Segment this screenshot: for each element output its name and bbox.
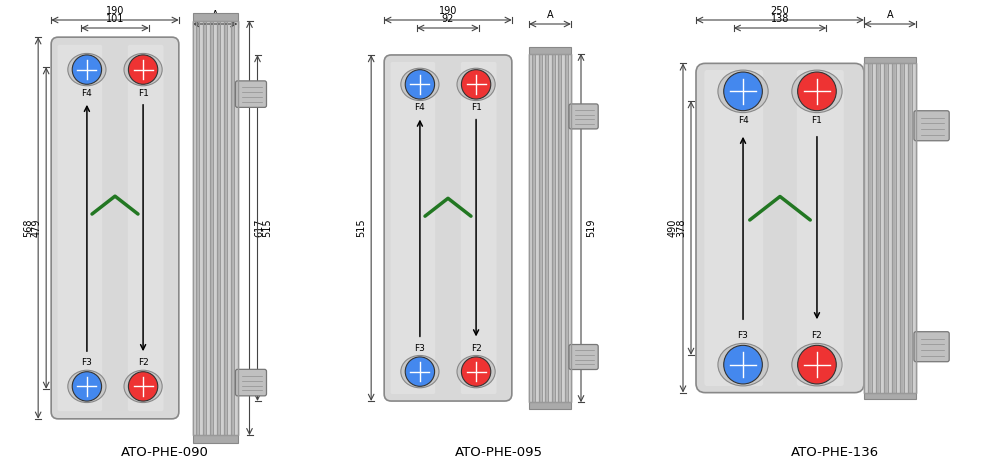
FancyBboxPatch shape <box>236 369 266 396</box>
FancyBboxPatch shape <box>51 37 179 419</box>
Ellipse shape <box>124 370 162 403</box>
Ellipse shape <box>792 343 842 386</box>
Bar <box>529 53 571 403</box>
Text: 378: 378 <box>676 219 686 237</box>
Circle shape <box>72 372 102 401</box>
Circle shape <box>798 72 836 111</box>
Circle shape <box>461 70 491 99</box>
Bar <box>192 21 238 435</box>
Text: ATO-PHE-090: ATO-PHE-090 <box>121 447 209 459</box>
FancyBboxPatch shape <box>461 62 497 394</box>
Ellipse shape <box>792 70 842 113</box>
Bar <box>192 435 238 443</box>
Text: F3: F3 <box>414 343 425 352</box>
Text: ATO-PHE-136: ATO-PHE-136 <box>791 447 879 459</box>
Circle shape <box>461 357 491 386</box>
Ellipse shape <box>718 343 768 386</box>
Ellipse shape <box>68 370 106 403</box>
Text: 101: 101 <box>106 14 124 24</box>
FancyBboxPatch shape <box>58 45 102 411</box>
Text: F2: F2 <box>138 359 148 368</box>
FancyBboxPatch shape <box>704 70 763 386</box>
Ellipse shape <box>401 68 439 101</box>
Text: F4: F4 <box>415 104 425 113</box>
Bar <box>864 393 916 399</box>
Text: 515: 515 <box>262 219 272 237</box>
Bar <box>864 63 916 393</box>
Text: F1: F1 <box>138 88 149 98</box>
FancyBboxPatch shape <box>914 111 949 141</box>
Bar <box>864 63 916 393</box>
Text: 568: 568 <box>23 219 33 237</box>
FancyBboxPatch shape <box>696 63 864 393</box>
Text: A: A <box>887 10 893 20</box>
Text: F2: F2 <box>471 343 481 352</box>
Circle shape <box>72 55 102 84</box>
Circle shape <box>724 72 762 111</box>
Text: F1: F1 <box>812 116 822 125</box>
Text: F4: F4 <box>738 116 748 125</box>
Text: 617: 617 <box>254 219 264 237</box>
Text: F3: F3 <box>738 331 748 340</box>
Text: 479: 479 <box>31 219 41 237</box>
FancyBboxPatch shape <box>569 344 598 369</box>
FancyBboxPatch shape <box>236 81 266 107</box>
Circle shape <box>798 345 836 384</box>
Circle shape <box>128 55 158 84</box>
Text: F2: F2 <box>812 331 822 340</box>
Circle shape <box>724 345 762 384</box>
Text: 515: 515 <box>356 219 366 237</box>
Text: A: A <box>212 10 218 20</box>
Text: 490: 490 <box>668 219 678 237</box>
Text: F1: F1 <box>471 104 482 113</box>
FancyBboxPatch shape <box>128 45 164 411</box>
FancyBboxPatch shape <box>797 70 844 386</box>
Text: ATO-PHE-095: ATO-PHE-095 <box>455 447 543 459</box>
Text: 519: 519 <box>586 219 596 237</box>
Bar <box>864 57 916 63</box>
Circle shape <box>405 70 435 99</box>
Ellipse shape <box>457 356 495 388</box>
Text: 92: 92 <box>442 14 454 24</box>
Text: F3: F3 <box>81 359 92 368</box>
Ellipse shape <box>68 53 106 86</box>
FancyBboxPatch shape <box>914 332 949 362</box>
Text: A: A <box>547 10 553 20</box>
FancyBboxPatch shape <box>391 62 435 394</box>
Bar <box>529 53 571 403</box>
Circle shape <box>128 372 158 401</box>
Bar <box>192 13 238 21</box>
Ellipse shape <box>457 68 495 101</box>
Text: F4: F4 <box>82 88 92 98</box>
Ellipse shape <box>718 70 768 113</box>
Ellipse shape <box>124 53 162 86</box>
Text: 138: 138 <box>771 14 789 24</box>
Circle shape <box>405 357 435 386</box>
Ellipse shape <box>401 356 439 388</box>
Bar <box>529 47 571 53</box>
FancyBboxPatch shape <box>384 55 512 401</box>
Bar <box>529 403 571 409</box>
Bar <box>192 21 238 435</box>
FancyBboxPatch shape <box>569 104 598 129</box>
Text: 250: 250 <box>771 6 789 16</box>
Text: 190: 190 <box>106 6 124 16</box>
Text: 190: 190 <box>439 6 457 16</box>
